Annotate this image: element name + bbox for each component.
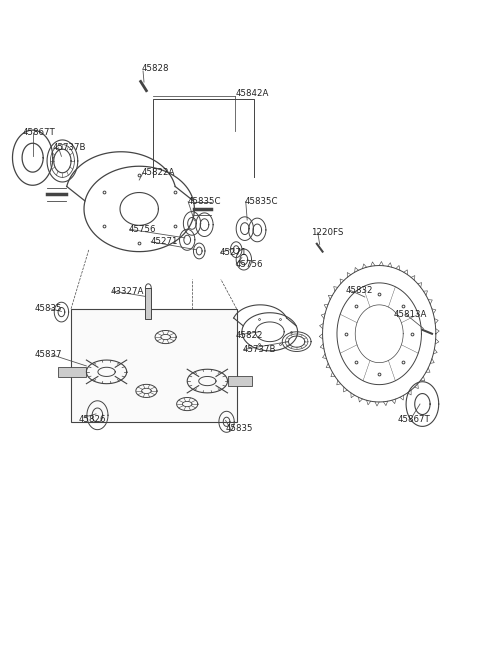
Text: 45835: 45835 bbox=[35, 304, 62, 313]
Text: 1220FS: 1220FS bbox=[311, 228, 343, 237]
Text: 45835C: 45835C bbox=[187, 197, 221, 206]
Bar bbox=[58, 367, 86, 377]
Text: 45822: 45822 bbox=[235, 330, 263, 340]
Text: 45813A: 45813A bbox=[394, 309, 427, 319]
Text: 43327A: 43327A bbox=[110, 286, 144, 296]
Text: 45867T: 45867T bbox=[23, 128, 56, 137]
Text: 45271: 45271 bbox=[150, 237, 178, 246]
Text: 45867T: 45867T bbox=[397, 415, 430, 424]
Text: 45832: 45832 bbox=[346, 286, 373, 295]
Bar bbox=[228, 376, 252, 386]
Bar bbox=[71, 309, 237, 422]
Text: 45828: 45828 bbox=[142, 64, 169, 74]
Text: 45271: 45271 bbox=[219, 248, 247, 257]
Text: 45826: 45826 bbox=[78, 415, 106, 424]
Text: 45842A: 45842A bbox=[235, 89, 269, 98]
Text: 45835: 45835 bbox=[226, 424, 253, 433]
Text: 45737B: 45737B bbox=[242, 345, 276, 354]
Text: 45822A: 45822A bbox=[142, 168, 175, 177]
Text: 45835C: 45835C bbox=[245, 197, 278, 206]
Text: 45737B: 45737B bbox=[53, 143, 86, 152]
Text: 45756: 45756 bbox=[129, 225, 156, 234]
Bar bbox=[145, 288, 151, 319]
Text: 45837: 45837 bbox=[35, 350, 62, 359]
Text: 45756: 45756 bbox=[235, 260, 263, 269]
